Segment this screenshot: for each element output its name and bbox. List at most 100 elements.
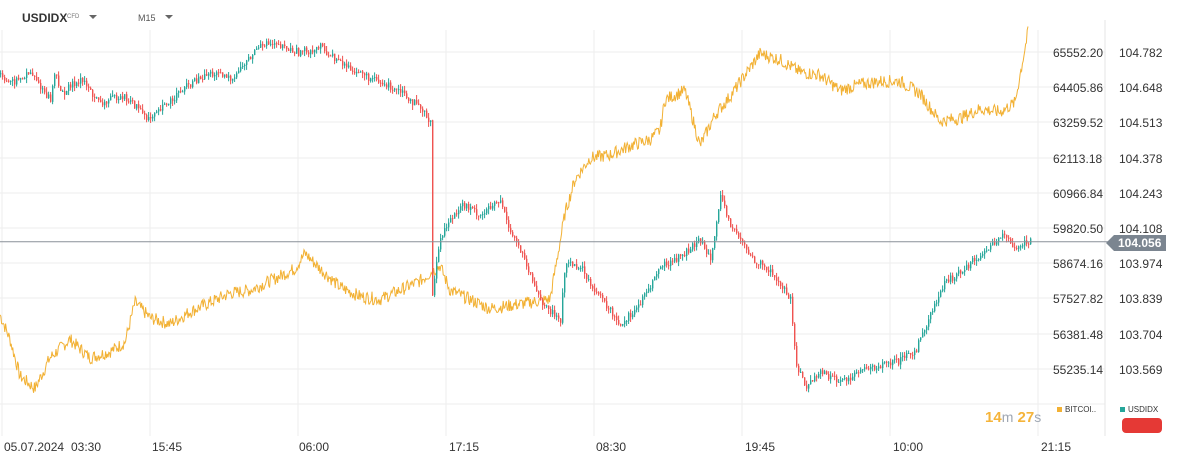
candle-body: [130, 100, 132, 102]
legend-usdidx[interactable]: USDIDX: [1120, 405, 1158, 414]
timer-seconds: 27: [1017, 409, 1035, 426]
candle-body: [394, 88, 396, 91]
candle-body: [656, 274, 658, 277]
candle-body: [624, 321, 626, 325]
candle-body: [254, 49, 256, 55]
candle-body: [740, 237, 742, 240]
candle-body: [868, 368, 870, 370]
candle-body: [538, 291, 540, 295]
candle-body: [472, 207, 474, 208]
candle-body: [400, 89, 402, 93]
candle-body: [672, 260, 674, 262]
candle-body: [850, 377, 852, 380]
candle-body: [776, 277, 778, 281]
candle-body: [192, 81, 194, 88]
candle-body: [158, 109, 160, 112]
candle-body: [78, 82, 80, 84]
candle-body: [138, 104, 140, 109]
candle-body: [58, 75, 60, 86]
candle-body: [772, 269, 774, 276]
candle-body: [214, 75, 216, 77]
candle-body: [666, 261, 668, 266]
candle-body: [978, 259, 980, 261]
candle-body: [506, 211, 508, 220]
candle-body: [714, 236, 716, 249]
candle-body: [894, 358, 896, 360]
candle-body: [690, 249, 692, 253]
timeframe-selector[interactable]: M15: [138, 13, 156, 23]
candle-body: [788, 294, 790, 299]
symbol-dropdown-icon[interactable]: [89, 15, 97, 19]
candle-body: [142, 109, 144, 113]
candle-body: [270, 43, 272, 45]
candle-body: [206, 74, 208, 76]
candle-body: [922, 332, 924, 338]
candle-body: [542, 300, 544, 306]
candle-body: [462, 202, 464, 207]
candle-body: [932, 311, 934, 313]
candle-body: [840, 380, 842, 382]
candle-body: [768, 270, 770, 273]
candle-body: [424, 110, 426, 112]
candle-body: [342, 60, 344, 66]
candle-body: [692, 243, 694, 250]
candle-body: [956, 273, 958, 279]
legend-bitcoin[interactable]: BITCOI..: [1057, 405, 1096, 414]
candle-body: [416, 99, 418, 104]
candle-body: [266, 41, 268, 46]
timer-minutes: 14: [985, 409, 1002, 426]
candle-body: [272, 43, 274, 45]
candle-body: [294, 52, 296, 54]
candle-body: [126, 94, 128, 102]
candle-body: [970, 261, 972, 269]
candle-body: [492, 205, 494, 209]
candle-body: [724, 200, 726, 206]
right-axis-label: 104.513: [1119, 116, 1163, 130]
candle-body: [782, 285, 784, 289]
candle-body: [574, 264, 576, 266]
candle-body: [576, 264, 578, 269]
candle-body: [896, 358, 898, 360]
candle-body: [344, 63, 346, 66]
candle-body: [800, 372, 802, 373]
candle-body: [160, 109, 162, 111]
candle-body: [384, 84, 386, 86]
candle-body: [418, 103, 420, 105]
candle-body: [444, 228, 446, 236]
candle-body: [536, 285, 538, 292]
candle-body: [674, 257, 676, 262]
candle-body: [762, 260, 764, 266]
candle-body: [616, 316, 618, 320]
left-axis-label: 60966.84: [1053, 187, 1104, 201]
candle-body: [944, 280, 946, 290]
candle-body: [610, 307, 612, 310]
candle-body: [860, 369, 862, 373]
symbol-label[interactable]: USDIDX: [22, 11, 68, 25]
candle-body: [482, 214, 484, 216]
timeframe-dropdown-icon[interactable]: [165, 15, 173, 19]
candle-body: [248, 56, 250, 61]
candle-body: [2, 73, 4, 77]
candle-body: [60, 86, 62, 91]
candle-body: [1014, 247, 1016, 249]
candle-body: [22, 78, 24, 80]
candle-body: [112, 95, 114, 97]
candle-body: [940, 290, 942, 297]
candle-body: [90, 87, 92, 90]
candle-body: [122, 96, 124, 100]
red-action-button[interactable]: [1122, 418, 1162, 433]
candle-body: [268, 41, 270, 45]
candle-body: [898, 358, 900, 365]
candle-body: [578, 268, 580, 270]
candle-body: [356, 72, 358, 74]
candle-body: [280, 44, 282, 48]
candle-body: [346, 63, 348, 68]
candle-body: [874, 365, 876, 370]
candle-body: [556, 315, 558, 317]
right-axis-label: 103.839: [1119, 292, 1163, 306]
candle-body: [514, 236, 516, 238]
candle-body: [378, 79, 380, 83]
legend-usdidx-label: USDIDX: [1128, 405, 1159, 414]
candle-body: [304, 47, 306, 52]
